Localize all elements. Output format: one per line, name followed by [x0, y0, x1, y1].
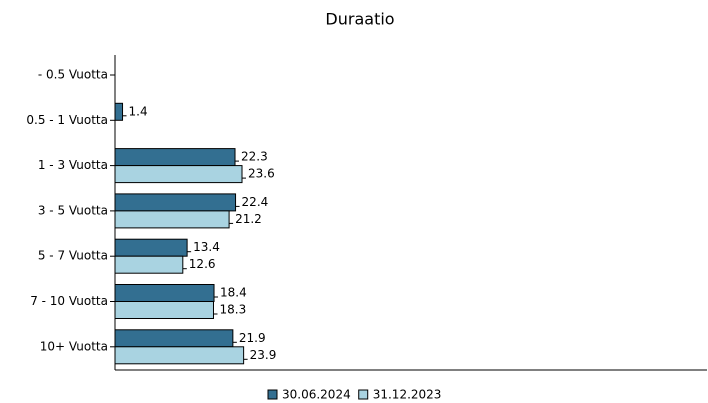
legend-swatch — [358, 389, 369, 400]
value-label: 21.9 — [239, 331, 266, 345]
value-label: 21.2 — [235, 212, 262, 226]
value-label: 13.4 — [193, 240, 220, 254]
value-label: 18.4 — [220, 286, 247, 300]
legend-label: 30.06.2024 — [282, 388, 351, 402]
bar — [114, 238, 188, 257]
y-tick-label: 1 - 3 Vuotta — [38, 158, 108, 172]
bar — [114, 102, 124, 121]
legend-label: 31.12.2023 — [373, 388, 442, 402]
bar — [114, 193, 237, 212]
bar — [114, 165, 243, 184]
value-label: 12.6 — [189, 257, 216, 271]
bar — [114, 346, 245, 365]
y-tick-label: 3 - 5 Vuotta — [38, 203, 108, 217]
y-tick-label: 5 - 7 Vuotta — [38, 249, 108, 263]
value-label: 22.4 — [242, 195, 269, 209]
bar — [114, 284, 215, 302]
bar — [114, 301, 214, 319]
y-tick-label: 10+ Vuotta — [40, 339, 108, 353]
y-tick-label: 0.5 - 1 Vuotta — [26, 113, 108, 127]
bar — [114, 255, 184, 274]
y-tick-label: - 0.5 Vuotta — [38, 68, 108, 82]
value-label: 22.3 — [241, 150, 268, 164]
value-label: 23.9 — [250, 348, 277, 362]
bar — [114, 210, 230, 229]
value-label: 1.4 — [129, 104, 148, 118]
value-label: 23.6 — [248, 167, 275, 181]
legend-swatch — [267, 389, 278, 400]
y-tick-label: 7 - 10 Vuotta — [30, 294, 108, 308]
bar — [114, 329, 234, 348]
value-label: 18.3 — [219, 303, 246, 317]
chart-title: Duraatio — [325, 10, 394, 29]
bar — [114, 148, 236, 167]
